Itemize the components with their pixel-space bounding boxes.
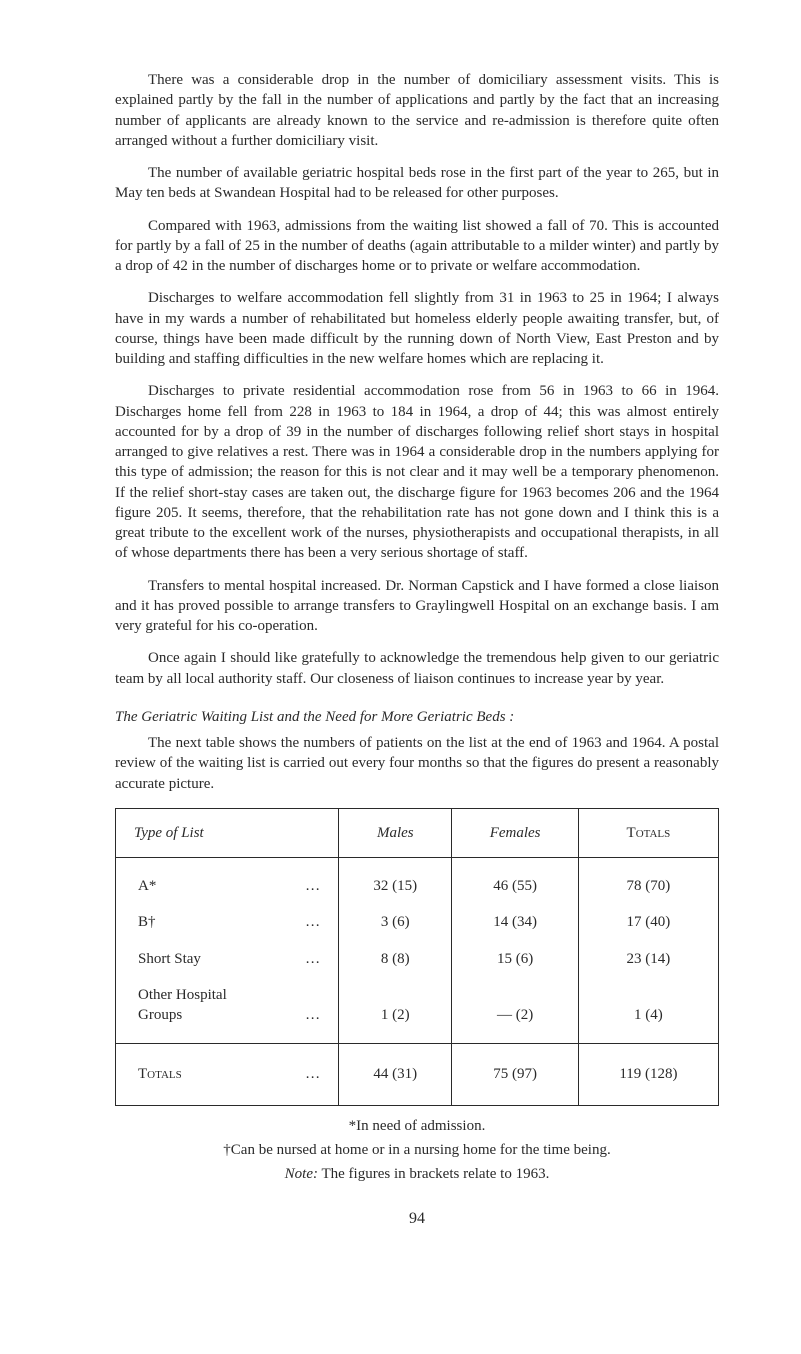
ellipsis: …: [305, 1064, 330, 1084]
table-totals-row: Totals … 44 (31) 75 (97) 119 (128): [116, 1044, 719, 1105]
note-text: The figures in brackets relate to 1963.: [318, 1166, 549, 1182]
cell-empty: [339, 977, 452, 1005]
cell-totals: 17 (40): [578, 904, 718, 940]
cell-females: 14 (34): [452, 904, 578, 940]
note-label: Note:: [285, 1166, 318, 1182]
col-header-males: Males: [339, 808, 452, 857]
row-label-text: Groups: [138, 1007, 182, 1023]
cell-females: 46 (55): [452, 858, 578, 905]
ellipsis: …: [305, 1005, 330, 1025]
table-row: A* … 32 (15) 46 (55) 78 (70): [116, 858, 719, 905]
col-header-females: Females: [452, 808, 578, 857]
cell-males: 3 (6): [339, 904, 452, 940]
table-row: Other Hospital: [116, 977, 719, 1005]
ellipsis: …: [305, 876, 330, 896]
row-label: A* …: [116, 858, 339, 905]
cell-totals: 1 (4): [578, 1005, 718, 1044]
row-label-text: A*: [138, 878, 156, 894]
row-label-text: Short Stay: [138, 951, 201, 967]
cell-empty: [452, 977, 578, 1005]
row-label-text: Other Hospital: [138, 987, 227, 1003]
cell-totals: 78 (70): [578, 858, 718, 905]
body-paragraph: Discharges to private residential accomm…: [115, 381, 719, 563]
body-paragraph: There was a considerable drop in the num…: [115, 70, 719, 151]
section-subheading: The Geriatric Waiting List and the Need …: [115, 707, 719, 727]
ellipsis: …: [305, 949, 330, 969]
footnote-note: Note: The figures in brackets relate to …: [115, 1164, 719, 1184]
totals-females: 75 (97): [452, 1044, 578, 1105]
row-label: Other Hospital: [116, 977, 339, 1005]
cell-females: 15 (6): [452, 941, 578, 977]
totals-males: 44 (31): [339, 1044, 452, 1105]
table-row: Short Stay … 8 (8) 15 (6) 23 (14): [116, 941, 719, 977]
table-row: Groups … 1 (2) — (2) 1 (4): [116, 1005, 719, 1044]
footnote-dagger: †Can be nursed at home or in a nursing h…: [115, 1140, 719, 1160]
row-label: Short Stay …: [116, 941, 339, 977]
footnote-asterisk: *In need of admission.: [115, 1116, 719, 1136]
intro-paragraph: The next table shows the numbers of pati…: [115, 733, 719, 794]
col-header-type: Type of List: [116, 808, 339, 857]
cell-empty: [578, 977, 718, 1005]
row-label-text: B†: [138, 914, 156, 930]
body-paragraph: Transfers to mental hospital increased. …: [115, 576, 719, 637]
cell-females: — (2): [452, 1005, 578, 1044]
waiting-list-table: Type of List Males Females Totals A* … 3…: [115, 808, 719, 1106]
row-label: B† …: [116, 904, 339, 940]
body-paragraph: Discharges to welfare accommodation fell…: [115, 288, 719, 369]
body-paragraph: The number of available geriatric hospit…: [115, 163, 719, 204]
table-row: B† … 3 (6) 14 (34) 17 (40): [116, 904, 719, 940]
col-header-totals: Totals: [578, 808, 718, 857]
cell-males: 8 (8): [339, 941, 452, 977]
totals-label: Totals …: [116, 1044, 339, 1105]
body-paragraph: Compared with 1963, admissions from the …: [115, 216, 719, 277]
cell-males: 32 (15): [339, 858, 452, 905]
cell-totals: 23 (14): [578, 941, 718, 977]
ellipsis: …: [305, 912, 330, 932]
row-label: Groups …: [116, 1005, 339, 1044]
totals-label-text: Totals: [138, 1066, 182, 1082]
table-header-row: Type of List Males Females Totals: [116, 808, 719, 857]
totals-grand: 119 (128): [578, 1044, 718, 1105]
cell-males: 1 (2): [339, 1005, 452, 1044]
page-number: 94: [115, 1208, 719, 1230]
body-paragraph: Once again I should like gratefully to a…: [115, 648, 719, 689]
